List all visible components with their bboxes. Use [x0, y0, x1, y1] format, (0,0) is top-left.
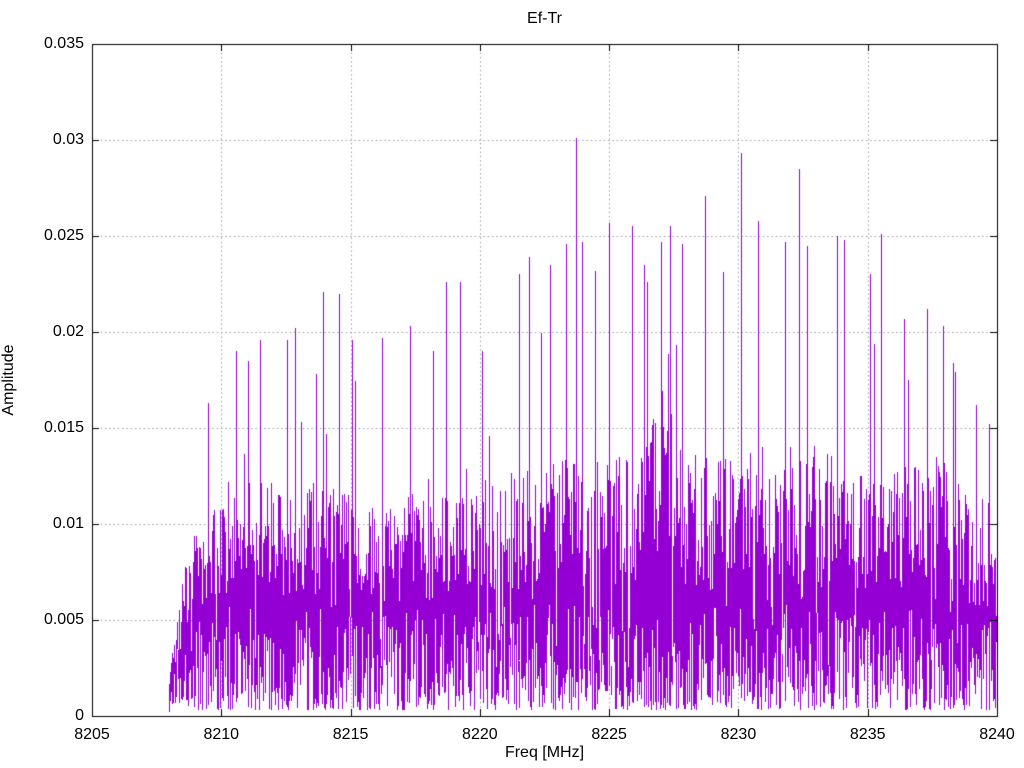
x-tick-label: 8210 — [203, 726, 240, 743]
y-tick-label: 0.03 — [52, 131, 84, 148]
x-tick-label: 8205 — [74, 726, 110, 743]
chart-title: Ef-Tr — [527, 10, 562, 27]
y-tick-label: 0.025 — [43, 227, 84, 244]
x-tick-label: 8215 — [332, 726, 369, 743]
y-tick-label: 0.035 — [43, 35, 84, 52]
x-tick-label: 8235 — [849, 726, 886, 743]
y-tick-label: 0.02 — [52, 323, 84, 340]
x-axis-label: Freq [MHz] — [504, 744, 585, 761]
x-tick-label: 8220 — [462, 726, 498, 743]
x-tick-label: 8225 — [591, 726, 627, 743]
y-tick-label: 0.015 — [43, 419, 84, 436]
y-tick-label: 0.01 — [52, 515, 84, 532]
y-tick-label: 0 — [75, 707, 84, 724]
y-axis-label: Amplitude — [0, 344, 17, 416]
y-tick-label: 0.005 — [43, 611, 84, 628]
x-tick-label: 8240 — [979, 726, 1015, 743]
x-tick-label: 8230 — [720, 726, 757, 743]
